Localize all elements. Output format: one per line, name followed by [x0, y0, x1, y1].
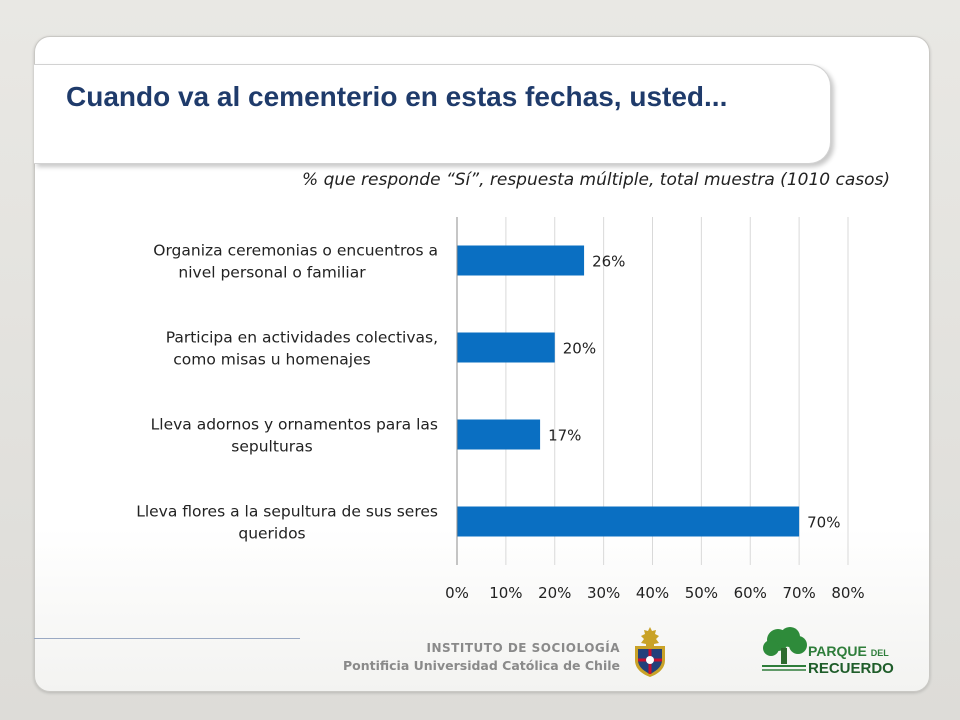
x-tick-label-4: 40% — [636, 584, 669, 602]
institute-name: INSTITUTO DE SOCIOLOGÍA — [426, 641, 620, 655]
university-name: Pontificia Universidad Católica de Chile — [342, 658, 620, 673]
category-label-2-line-1: sepulturas — [231, 438, 312, 456]
category-label-3-line-1: queridos — [238, 525, 305, 543]
slide-subtitle: % que responde “Sí”, respuesta múltiple,… — [302, 170, 890, 190]
x-tick-label-7: 70% — [782, 584, 815, 602]
x-tick-label-3: 30% — [587, 584, 620, 602]
data-label-2: 17% — [548, 427, 581, 445]
category-label-0-line-1: nivel personal o familiar — [178, 264, 366, 282]
x-tick-label-2: 20% — [538, 584, 571, 602]
footer-divider — [34, 638, 300, 639]
category-label-2-line-0: Lleva adornos y ornamentos para las — [151, 416, 438, 434]
data-label-3: 70% — [807, 514, 840, 532]
x-tick-label-0: 0% — [445, 584, 469, 602]
parque-del-recuerdo-logo: PARQUE DEL RECUERDO — [808, 643, 894, 677]
institute-block: INSTITUTO DE SOCIOLOGÍA Pontificia Unive… — [290, 640, 620, 675]
x-tick-label-8: 80% — [831, 584, 864, 602]
x-tick-label-5: 50% — [685, 584, 718, 602]
logo-word-recuerdo: RECUERDO — [808, 660, 894, 677]
data-label-1: 20% — [563, 340, 596, 358]
logo-word-del: DEL — [870, 648, 889, 658]
x-tick-label-6: 60% — [734, 584, 767, 602]
bar-0 — [457, 245, 585, 276]
x-tick-label-1: 10% — [489, 584, 522, 602]
category-label-0-line-0: Organiza ceremonias o encuentros a — [153, 242, 438, 260]
slide-title: Cuando va al cementerio en estas fechas,… — [66, 81, 728, 112]
data-label-0: 26% — [592, 253, 625, 271]
category-label-1-line-1: como misas u homenajes — [173, 351, 370, 369]
bar-2 — [457, 419, 541, 450]
category-label-1-line-0: Participa en actividades colectivas, — [166, 329, 438, 347]
university-seal-icon — [635, 627, 665, 677]
bar-1 — [457, 332, 555, 363]
category-label-3-line-0: Lleva flores a la sepultura de sus seres — [136, 503, 438, 521]
logo-word-parque: PARQUE — [808, 643, 867, 659]
tree-logo-icon — [762, 627, 807, 671]
title-box — [34, 64, 831, 164]
bar-3 — [457, 506, 800, 537]
